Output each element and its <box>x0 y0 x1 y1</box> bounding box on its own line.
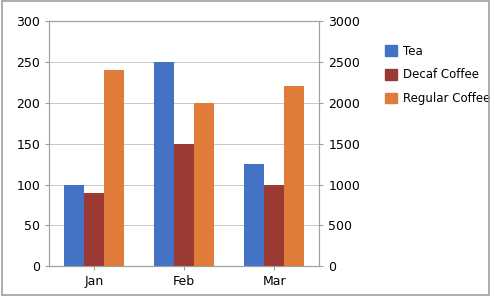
Bar <box>194 103 214 266</box>
Bar <box>84 193 104 266</box>
Bar <box>284 86 304 266</box>
Legend: Tea, Decaf Coffee, Regular Coffee: Tea, Decaf Coffee, Regular Coffee <box>379 39 491 111</box>
Bar <box>154 62 174 266</box>
Bar <box>104 70 124 266</box>
Bar <box>245 164 264 266</box>
Bar <box>174 144 194 266</box>
Bar <box>264 184 284 266</box>
Bar <box>64 184 84 266</box>
